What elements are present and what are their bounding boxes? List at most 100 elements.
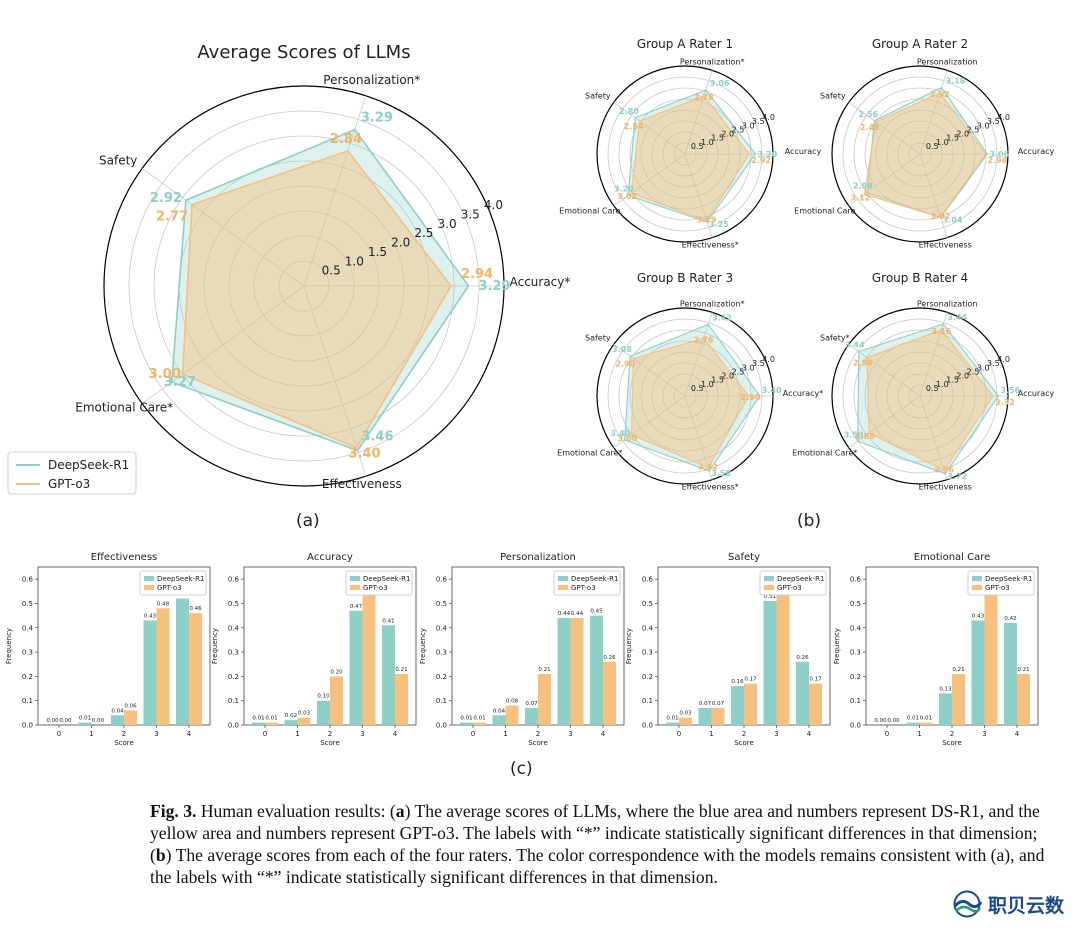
- radar-tick-label: 3.5: [461, 207, 480, 221]
- radar-tick-label: 4.0: [484, 198, 503, 212]
- radar-tick-label: 1.0: [701, 380, 714, 389]
- radar-chart-r4: Group B Rater 4 0.51.01.52.02.53.03.54.0 A…: [792, 271, 1054, 492]
- bar-y-tick-label: 0.5: [850, 600, 861, 608]
- bar-value-label: 0.07: [712, 701, 725, 707]
- radar-chart-r1: Group A Rater 1 0.51.01.52.02.53.03.54.0 A…: [559, 37, 821, 250]
- bar-y-tick-label: 0.4: [22, 624, 34, 632]
- bar-deepseek-2: [939, 693, 952, 725]
- radar-tick-label: 3.0: [438, 217, 457, 231]
- radar-spoke: [141, 285, 305, 404]
- radar-value-label: 3.19: [697, 216, 717, 225]
- radar-value-label: 3.12: [850, 193, 870, 202]
- bar-y-tick-label: 0.4: [436, 624, 448, 632]
- radar-value-label: 3.72: [947, 472, 967, 481]
- bar-x-axis-label: Score: [734, 739, 754, 747]
- radar-value-label: 3.29: [361, 111, 393, 126]
- radar-tick-label: 3.0: [742, 363, 755, 372]
- caption-text-1: Human evaluation results: (: [196, 801, 396, 821]
- bar-y-tick-label: 0.4: [642, 624, 654, 632]
- bar-value-label: 0.01: [473, 716, 485, 722]
- bar-chart-b-safety: Safety 0.0 0.1 0.2 0.3 0.4 0.5 0.6 Frequency 0 0.0…: [625, 552, 831, 747]
- radar-tick-label: 1.0: [936, 138, 949, 147]
- radar-tick-label: 3.5: [752, 117, 765, 126]
- radar-tick-label: 4.0: [997, 355, 1010, 364]
- bar-legend-box: [967, 570, 1035, 596]
- bar-y-tick-label: 0.2: [22, 673, 33, 681]
- bar-legend-swatch-deepseek: [972, 576, 982, 581]
- bar-y-axis-label: Frequency: [625, 628, 633, 664]
- bar-deepseek-3: [971, 620, 985, 725]
- bar-gpt-2: [744, 683, 757, 725]
- bar-y-tick-label: 0.2: [228, 673, 239, 681]
- bar-gpt-0: [679, 717, 692, 725]
- bar-x-tick-label: 4: [807, 730, 812, 738]
- bar-value-label: 0.26: [796, 655, 809, 661]
- panel-b-label: (b): [797, 511, 822, 531]
- bar-y-tick-label: 0.5: [22, 600, 33, 608]
- bar-y-tick-label: 0.3: [228, 649, 239, 657]
- bar-x-tick-label: 4: [601, 730, 606, 738]
- radar-tick-label: 2.0: [721, 372, 734, 381]
- panel-a-label: (a): [296, 511, 320, 531]
- bar-x-tick-label: 3: [568, 730, 572, 738]
- radar-tick-label: 1.5: [368, 245, 387, 259]
- bar-y-tick-label: 0.1: [850, 697, 861, 705]
- radar-series-deepseek-main: [170, 128, 470, 452]
- radar-axis-label-effectiveness: Effectiveness: [322, 477, 402, 491]
- bar-gpt-4: [809, 683, 822, 725]
- bar-legend-swatch-gpt: [764, 585, 774, 590]
- bar-gpt-3: [570, 618, 584, 725]
- radar-value-label: 3.02: [931, 212, 951, 221]
- radar-value-label: 2.48: [860, 123, 880, 132]
- bar-gpt-4: [395, 673, 408, 725]
- bar-legend-box: [759, 570, 827, 596]
- bar-legend-box: [139, 570, 207, 596]
- radar-axis-label-safety: Safety: [99, 153, 137, 167]
- bar-deepseek-0: [666, 722, 679, 725]
- bar-x-tick-label: 3: [154, 730, 158, 738]
- radar-axis-label-emotional-care: Emotional Care: [559, 207, 620, 216]
- radar-spoke: [919, 153, 948, 238]
- bar-legend-swatch-gpt: [972, 585, 982, 590]
- bar-value-label: 0.06: [124, 703, 137, 709]
- bar-value-label: 0.17: [744, 677, 757, 683]
- bar-x-tick-label: 1: [917, 730, 921, 738]
- radar-value-label: 3.29: [479, 279, 511, 294]
- bar-x-tick-label: 0: [677, 730, 681, 738]
- radar-axis-label-personalization: Personalization: [917, 299, 978, 308]
- bar-gpt-2: [330, 676, 343, 725]
- bar-value-label: 0.41: [382, 618, 394, 624]
- bar-deepseek-4: [1004, 622, 1017, 725]
- bar-gpt-4: [189, 613, 202, 725]
- radar-spoke: [919, 312, 948, 397]
- radar-axis-label-emotional-care: Emotional Care*: [75, 401, 173, 415]
- bar-value-label: 0.00: [59, 718, 72, 724]
- bar-gpt-4: [1017, 673, 1030, 725]
- bar-legend-label-gpt: GPT-o3: [363, 584, 388, 592]
- radar-spoke: [684, 153, 713, 238]
- bar-deepseek-3: [763, 601, 777, 725]
- radar-value-label: 3.20: [614, 184, 634, 193]
- caption-fig-number: Fig. 3.: [150, 801, 197, 821]
- radar-tick-label: 3.0: [742, 121, 755, 130]
- radar-axis-label-effectiveness: Effectiveness*: [682, 483, 739, 492]
- radar-value-label: 2.98: [988, 156, 1008, 165]
- bar-gpt-1: [711, 707, 725, 725]
- bar-gpt-2: [952, 673, 965, 725]
- radar-axis-label-accuracy: Accuracy: [785, 147, 822, 156]
- radar-series-deepseek-r1: [627, 89, 757, 223]
- bar-x-tick-label: 1: [709, 730, 713, 738]
- bar-y-axis-label: Frequency: [419, 628, 427, 664]
- bar-y-tick-label: 0.0: [228, 722, 239, 730]
- radar-series-gpt-r4: [866, 329, 994, 472]
- radar-chart-r3: Group B Rater 3 0.51.01.52.02.53.03.54.0 A…: [557, 271, 823, 492]
- bar-y-tick-label: 0.3: [436, 649, 447, 657]
- bar-deepseek-1: [698, 707, 712, 725]
- bar-title: Personalization: [500, 552, 576, 563]
- bar-value-label: 0.16: [731, 679, 744, 685]
- bar-chart-b-accuracy: Accuracy 0.0 0.1 0.2 0.3 0.4 0.5 0.6 Frequency 0 0…: [211, 552, 417, 747]
- radar-spoke: [303, 95, 367, 287]
- radar-series-gpt-r3: [631, 337, 750, 469]
